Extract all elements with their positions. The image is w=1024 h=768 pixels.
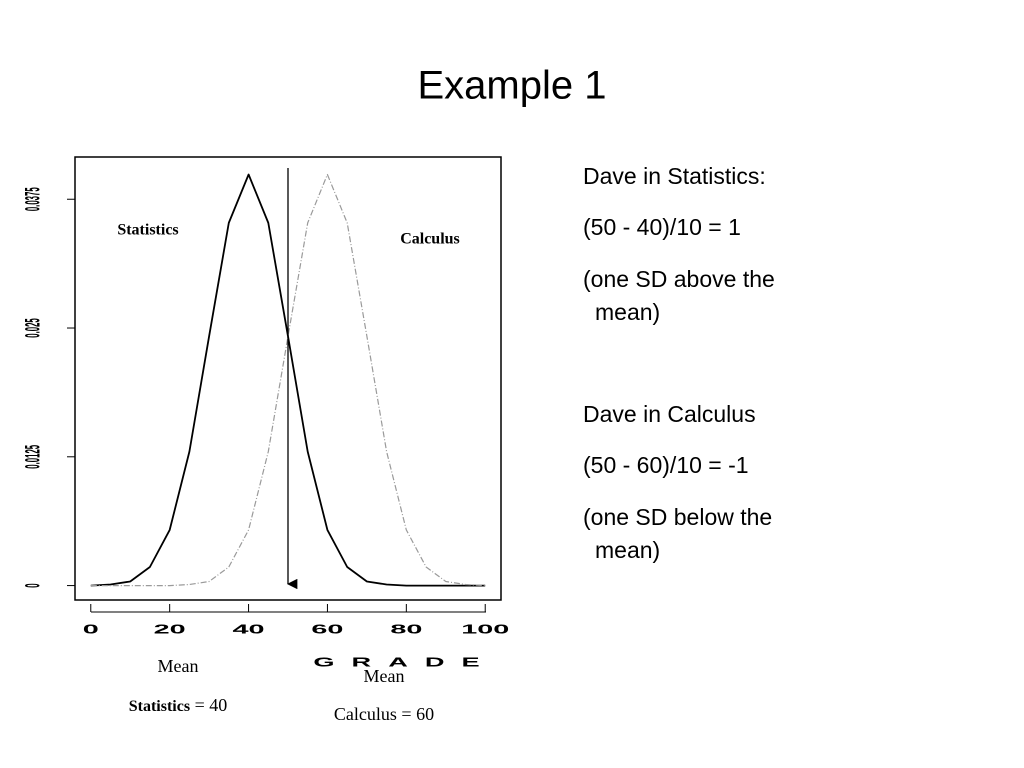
annotation: Statistics = 40 — [129, 695, 227, 715]
legend-entry: Statistics — [117, 222, 178, 239]
note-line: mean) — [595, 537, 660, 563]
y-tick-label: 0.025 — [22, 318, 45, 338]
note-line: Dave in Calculus — [583, 401, 756, 427]
y-tick-label: 0.0125 — [22, 445, 45, 469]
plot-frame — [74, 156, 502, 601]
slide-title: Example 1 — [418, 64, 607, 108]
x-tick-label: 100 — [461, 622, 509, 636]
x-tick-label: 80 — [390, 622, 422, 636]
legend-entry: Calculus — [400, 231, 460, 248]
x-tick-label: 20 — [154, 622, 186, 636]
note-line: (one SD below the — [583, 504, 772, 530]
annotation: Mean — [364, 666, 405, 686]
y-tick-label: 0.0375 — [22, 187, 45, 211]
note-line: Dave in Statistics: — [583, 163, 766, 189]
y-tick-label: 0 — [22, 583, 45, 587]
annotation-bold: Statistics — [129, 698, 190, 715]
note-line: (50 - 40)/10 = 1 — [583, 214, 741, 240]
annotation-text: = 40 — [190, 695, 227, 715]
annotation: Mean — [158, 656, 199, 676]
x-tick-label: 60 — [311, 622, 343, 636]
annotation: Calculus = 60 — [334, 704, 434, 724]
x-axis-label: GRADE — [313, 655, 496, 669]
note-line: (one SD above the — [583, 266, 775, 292]
note-line: (50 - 60)/10 = -1 — [583, 452, 749, 478]
x-tick-label: 0 — [83, 622, 99, 636]
annotation-text: Calculus = 60 — [334, 704, 434, 724]
annotation-text: Mean — [364, 666, 405, 686]
x-tick-label: 40 — [233, 622, 265, 636]
note-line: mean) — [595, 299, 660, 325]
annotation-text: Mean — [158, 656, 199, 676]
